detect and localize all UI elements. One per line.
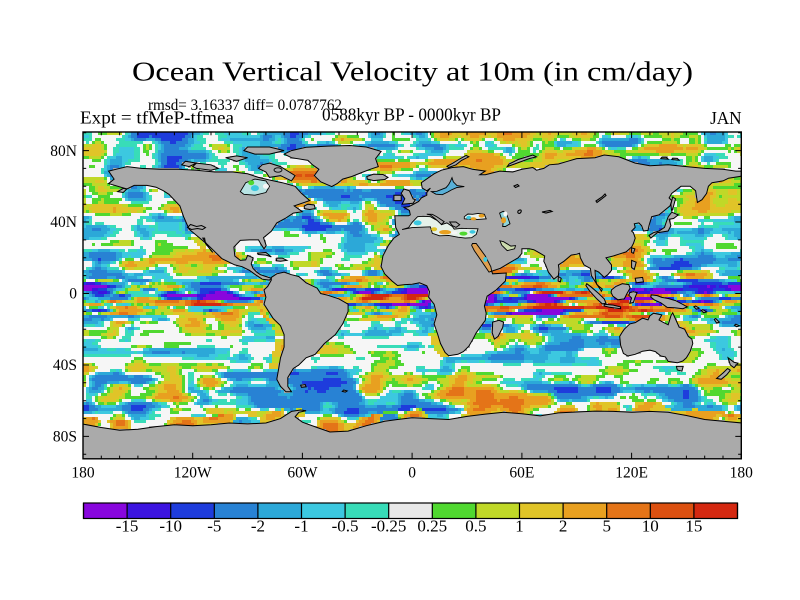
svg-text:-2: -2: [251, 517, 265, 536]
svg-text:0: 0: [69, 286, 77, 303]
svg-text:0: 0: [408, 465, 416, 482]
svg-text:0.25: 0.25: [417, 517, 447, 536]
svg-text:40S: 40S: [53, 357, 77, 374]
svg-text:-5: -5: [207, 517, 221, 536]
svg-text:60E: 60E: [509, 465, 534, 482]
svg-text:-0.25: -0.25: [371, 517, 406, 536]
svg-text:80N: 80N: [50, 143, 77, 160]
svg-text:0.5: 0.5: [465, 517, 486, 536]
svg-text:-1: -1: [294, 517, 308, 536]
svg-text:0588kyr BP - 0000kyr BP: 0588kyr BP - 0000kyr BP: [322, 105, 501, 125]
svg-text:JAN: JAN: [710, 108, 742, 128]
svg-text:rmsd= 3.16337 diff= 0.0787762: rmsd= 3.16337 diff= 0.0787762: [148, 97, 342, 114]
svg-text:120W: 120W: [174, 465, 212, 482]
svg-text:-10: -10: [159, 517, 182, 536]
svg-text:-15: -15: [116, 517, 139, 536]
svg-text:10: 10: [642, 517, 659, 536]
svg-text:15: 15: [685, 517, 702, 536]
svg-text:180: 180: [730, 465, 754, 482]
svg-text:120E: 120E: [615, 465, 648, 482]
svg-text:60W: 60W: [287, 465, 318, 482]
svg-text:-0.5: -0.5: [332, 517, 359, 536]
svg-text:Ocean Vertical Velocity at 10m: Ocean Vertical Velocity at 10m (in cm/da…: [132, 56, 693, 87]
svg-text:1: 1: [515, 517, 524, 536]
svg-text:40N: 40N: [50, 214, 77, 231]
svg-text:2: 2: [559, 517, 568, 536]
svg-text:80S: 80S: [53, 429, 77, 446]
svg-text:Expt = tfMeP-tfmea: Expt = tfMeP-tfmea: [80, 108, 234, 128]
svg-text:180: 180: [71, 465, 95, 482]
svg-text:5: 5: [602, 517, 611, 536]
